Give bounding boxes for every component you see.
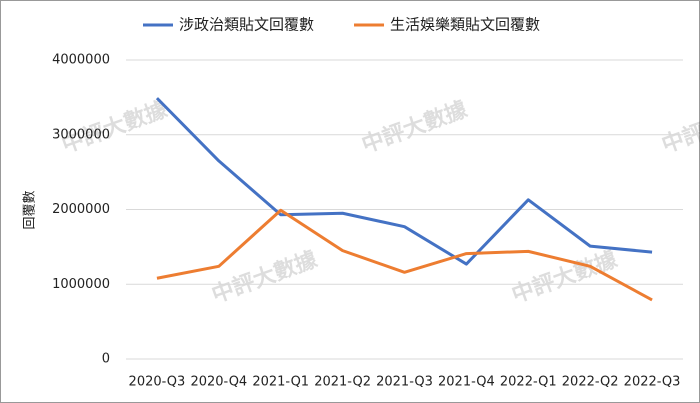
x-tick-label: 2020-Q3 <box>129 375 186 390</box>
y-tick-label: 0 <box>102 352 110 367</box>
x-tick-label: 2021-Q2 <box>314 375 371 390</box>
y-tick-label: 1000000 <box>52 277 110 292</box>
legend-label: 涉政治類貼文回覆數 <box>179 16 314 34</box>
x-tick-label: 2022-Q3 <box>624 375 681 390</box>
x-tick-label: 2022-Q2 <box>562 375 619 390</box>
y-tick-label: 4000000 <box>52 53 110 68</box>
series-line <box>155 97 653 266</box>
y-tick-label: 2000000 <box>52 202 110 217</box>
y-axis-title: 回覆數 <box>23 190 38 229</box>
x-tick-label: 2020-Q4 <box>190 375 247 390</box>
x-tick-label: 2022-Q1 <box>500 375 557 390</box>
legend-label: 生活娛樂類貼文回覆數 <box>390 16 540 34</box>
x-tick-label: 2021-Q3 <box>376 375 433 390</box>
x-tick-label: 2021-Q1 <box>252 375 309 390</box>
y-tick-label: 3000000 <box>52 127 110 142</box>
x-tick-label: 2021-Q4 <box>438 375 495 390</box>
series-line <box>156 208 653 302</box>
